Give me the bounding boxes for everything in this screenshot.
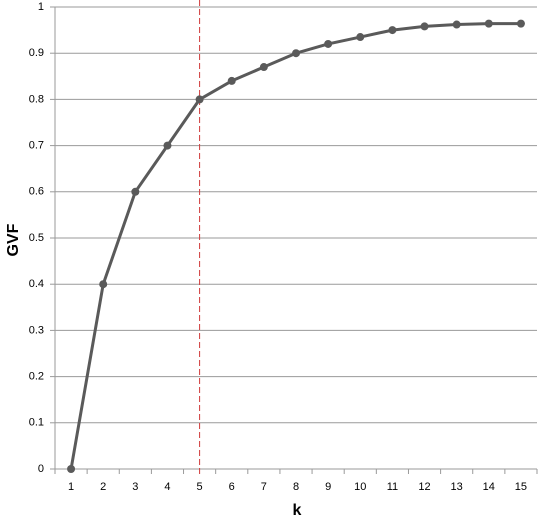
data-point xyxy=(227,76,236,85)
x-tick-label: 6 xyxy=(229,481,235,493)
x-tick-label: 11 xyxy=(387,481,398,493)
data-point xyxy=(356,33,365,42)
data-point xyxy=(163,141,172,150)
x-tick-label: 7 xyxy=(261,481,267,493)
data-point xyxy=(452,20,461,29)
y-tick-label: 0.2 xyxy=(29,371,44,383)
y-tick-label: 0.4 xyxy=(29,278,44,290)
y-tick-label: 0.8 xyxy=(29,93,44,105)
series-line xyxy=(69,22,521,470)
x-tick-label: 4 xyxy=(164,481,170,493)
y-tick-label: 0.1 xyxy=(29,417,44,429)
y-tick-label: 0.9 xyxy=(29,47,44,59)
y-tick-label: 0.6 xyxy=(29,186,44,198)
data-point xyxy=(484,19,493,28)
x-tick-label: 10 xyxy=(354,481,366,493)
data-point xyxy=(99,280,108,289)
data-point xyxy=(420,22,429,31)
data-point xyxy=(195,95,204,104)
y-tick-label: 1 xyxy=(38,1,44,13)
x-tick-label: 14 xyxy=(483,481,495,493)
data-point xyxy=(324,39,333,48)
x-tick-label: 9 xyxy=(325,481,331,493)
y-tick-label: 0.5 xyxy=(29,232,44,244)
data-point xyxy=(259,63,268,72)
y-tick-label: 0 xyxy=(38,463,44,475)
data-point xyxy=(67,465,76,473)
x-axis-title: k xyxy=(293,502,302,519)
data-point xyxy=(292,49,300,58)
y-tick-label: 0.7 xyxy=(29,140,44,152)
y-tick-label: 0.3 xyxy=(29,324,44,336)
data-point xyxy=(131,187,140,196)
x-tick-label: 8 xyxy=(293,481,299,493)
y-axis-title: GVF xyxy=(5,223,22,256)
x-tick-label: 1 xyxy=(68,481,74,493)
x-tick-label: 13 xyxy=(451,481,463,493)
x-tick-label: 5 xyxy=(197,481,203,493)
x-tick-label: 3 xyxy=(132,481,138,493)
data-point xyxy=(388,26,397,35)
x-tick-label: 12 xyxy=(418,481,430,493)
x-tick-label: 15 xyxy=(515,481,527,493)
x-tick-label: 2 xyxy=(100,481,106,493)
data-point xyxy=(516,19,525,28)
